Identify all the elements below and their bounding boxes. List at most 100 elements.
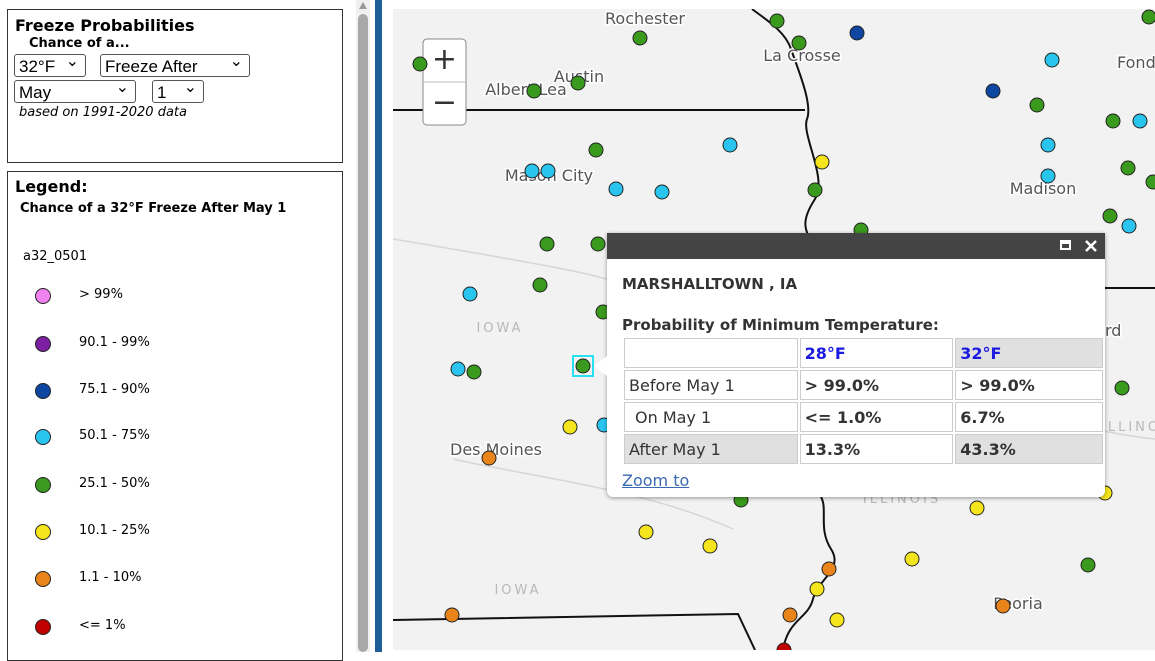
layer-name: a32_0501 — [23, 249, 88, 264]
station-marker[interactable] — [782, 607, 798, 623]
station-marker[interactable] — [539, 236, 555, 252]
place-label: Fond — [1117, 53, 1155, 72]
place-label: Albert Lea — [485, 80, 567, 99]
station-marker[interactable] — [632, 30, 648, 46]
legend-label: 50.1 - 75% — [79, 428, 150, 443]
legend-label: 90.1 - 99% — [79, 335, 150, 350]
maximize-button[interactable] — [1060, 240, 1071, 250]
station-marker[interactable] — [608, 181, 624, 197]
popup-heading: Probability of Minimum Temperature: — [622, 316, 939, 334]
panel-title: Freeze Probabilities — [15, 16, 195, 35]
panel-subtitle: Chance of a... — [29, 36, 130, 51]
station-marker[interactable] — [995, 598, 1011, 614]
legend-label: 75.1 - 90% — [79, 382, 150, 397]
station-marker[interactable] — [590, 236, 606, 252]
table-value: 43.3% — [955, 434, 1103, 464]
close-button[interactable] — [1084, 239, 1098, 253]
table-row: After May 1 13.3% 43.3% — [624, 434, 1103, 464]
legend-swatch — [35, 336, 51, 352]
station-marker[interactable] — [849, 25, 865, 41]
table-value: > 99.0% — [799, 370, 954, 400]
legend-swatch — [35, 619, 51, 635]
legend-label: 10.1 - 25% — [79, 523, 150, 538]
station-marker[interactable] — [1044, 52, 1060, 68]
legend-title: Legend: — [15, 177, 88, 196]
legend-swatch — [35, 571, 51, 587]
station-marker[interactable] — [1141, 9, 1155, 25]
station-marker[interactable] — [809, 581, 825, 597]
station-marker[interactable] — [1132, 113, 1148, 129]
station-marker[interactable] — [481, 450, 497, 466]
popup: MARSHALLTOWN , IA Probability of Minimum… — [594, 233, 1105, 497]
station-marker[interactable] — [562, 419, 578, 435]
station-marker[interactable] — [1040, 137, 1056, 153]
station-marker[interactable] — [654, 184, 670, 200]
station-marker[interactable] — [969, 500, 985, 516]
row-label: On May 1 — [624, 402, 798, 432]
station-marker[interactable] — [722, 137, 738, 153]
zoom-in[interactable]: + — [432, 42, 457, 77]
zoom-to-link[interactable]: Zoom to — [622, 471, 690, 490]
station-marker[interactable] — [1029, 97, 1045, 113]
station-marker[interactable] — [1121, 218, 1137, 234]
station-marker[interactable] — [588, 142, 604, 158]
place-label: Rochester — [605, 9, 685, 28]
station-marker[interactable] — [769, 13, 785, 29]
station-marker[interactable] — [904, 551, 920, 567]
station-marker[interactable] — [1102, 208, 1118, 224]
station-marker[interactable] — [1080, 557, 1096, 573]
region-label: IOWA — [476, 321, 523, 336]
station-marker[interactable] — [985, 83, 1001, 99]
selection-highlight — [572, 355, 594, 377]
station-marker[interactable] — [791, 35, 807, 51]
table-value: 13.3% — [799, 434, 954, 464]
station-marker[interactable] — [412, 56, 428, 72]
scroll-up[interactable] — [359, 2, 367, 9]
station-marker[interactable] — [532, 277, 548, 293]
legend-label: 1.1 - 10% — [79, 570, 142, 585]
station-marker[interactable] — [450, 361, 466, 377]
probability-table: 28°F 32°F Before May 1 > 99.0% > 99.0% On May… — [622, 336, 1105, 466]
control-panel: Freeze Probabilities Chance of a... 32°F… — [7, 9, 343, 163]
legend-label: > 99% — [79, 287, 123, 302]
station-marker[interactable] — [526, 83, 542, 99]
legend-swatch — [35, 524, 51, 540]
place-label: Madison — [1010, 179, 1076, 198]
place-label: La Crosse — [763, 46, 841, 65]
station-marker[interactable] — [540, 163, 556, 179]
scroll-thumb[interactable] — [358, 14, 368, 652]
station-marker[interactable] — [524, 163, 540, 179]
legend-swatch — [35, 288, 51, 304]
station-marker[interactable] — [638, 524, 654, 540]
region-label: ILLINOIS — [1101, 420, 1155, 435]
divider — [375, 0, 382, 652]
station-marker[interactable] — [570, 75, 586, 91]
table-cell — [624, 338, 798, 368]
table-row: Before May 1 > 99.0% > 99.0% — [624, 370, 1103, 400]
type-select[interactable]: Freeze After — [100, 50, 250, 77]
temperature-select[interactable]: 32°F — [14, 50, 86, 77]
station-marker[interactable] — [575, 358, 591, 374]
station-marker[interactable] — [776, 642, 792, 650]
table-header-row: 28°F 32°F — [624, 338, 1103, 368]
station-marker[interactable] — [1105, 113, 1121, 129]
station-marker[interactable] — [1040, 168, 1056, 184]
zoom-out[interactable]: − — [432, 85, 457, 120]
legend-swatch — [35, 383, 51, 399]
station-marker[interactable] — [829, 612, 845, 628]
month-select[interactable]: May — [14, 76, 136, 103]
station-marker[interactable] — [1145, 174, 1155, 190]
day-select[interactable]: 1 — [152, 76, 204, 103]
station-marker[interactable] — [1114, 380, 1130, 396]
station-marker[interactable] — [444, 607, 460, 623]
popup-pointer — [594, 356, 607, 376]
station-marker[interactable] — [821, 561, 837, 577]
station-marker[interactable] — [466, 364, 482, 380]
station-marker[interactable] — [702, 538, 718, 554]
station-marker[interactable] — [1120, 160, 1136, 176]
station-marker[interactable] — [807, 182, 823, 198]
station-marker[interactable] — [462, 286, 478, 302]
station-marker[interactable] — [814, 154, 830, 170]
scrollbar[interactable] — [356, 0, 370, 652]
